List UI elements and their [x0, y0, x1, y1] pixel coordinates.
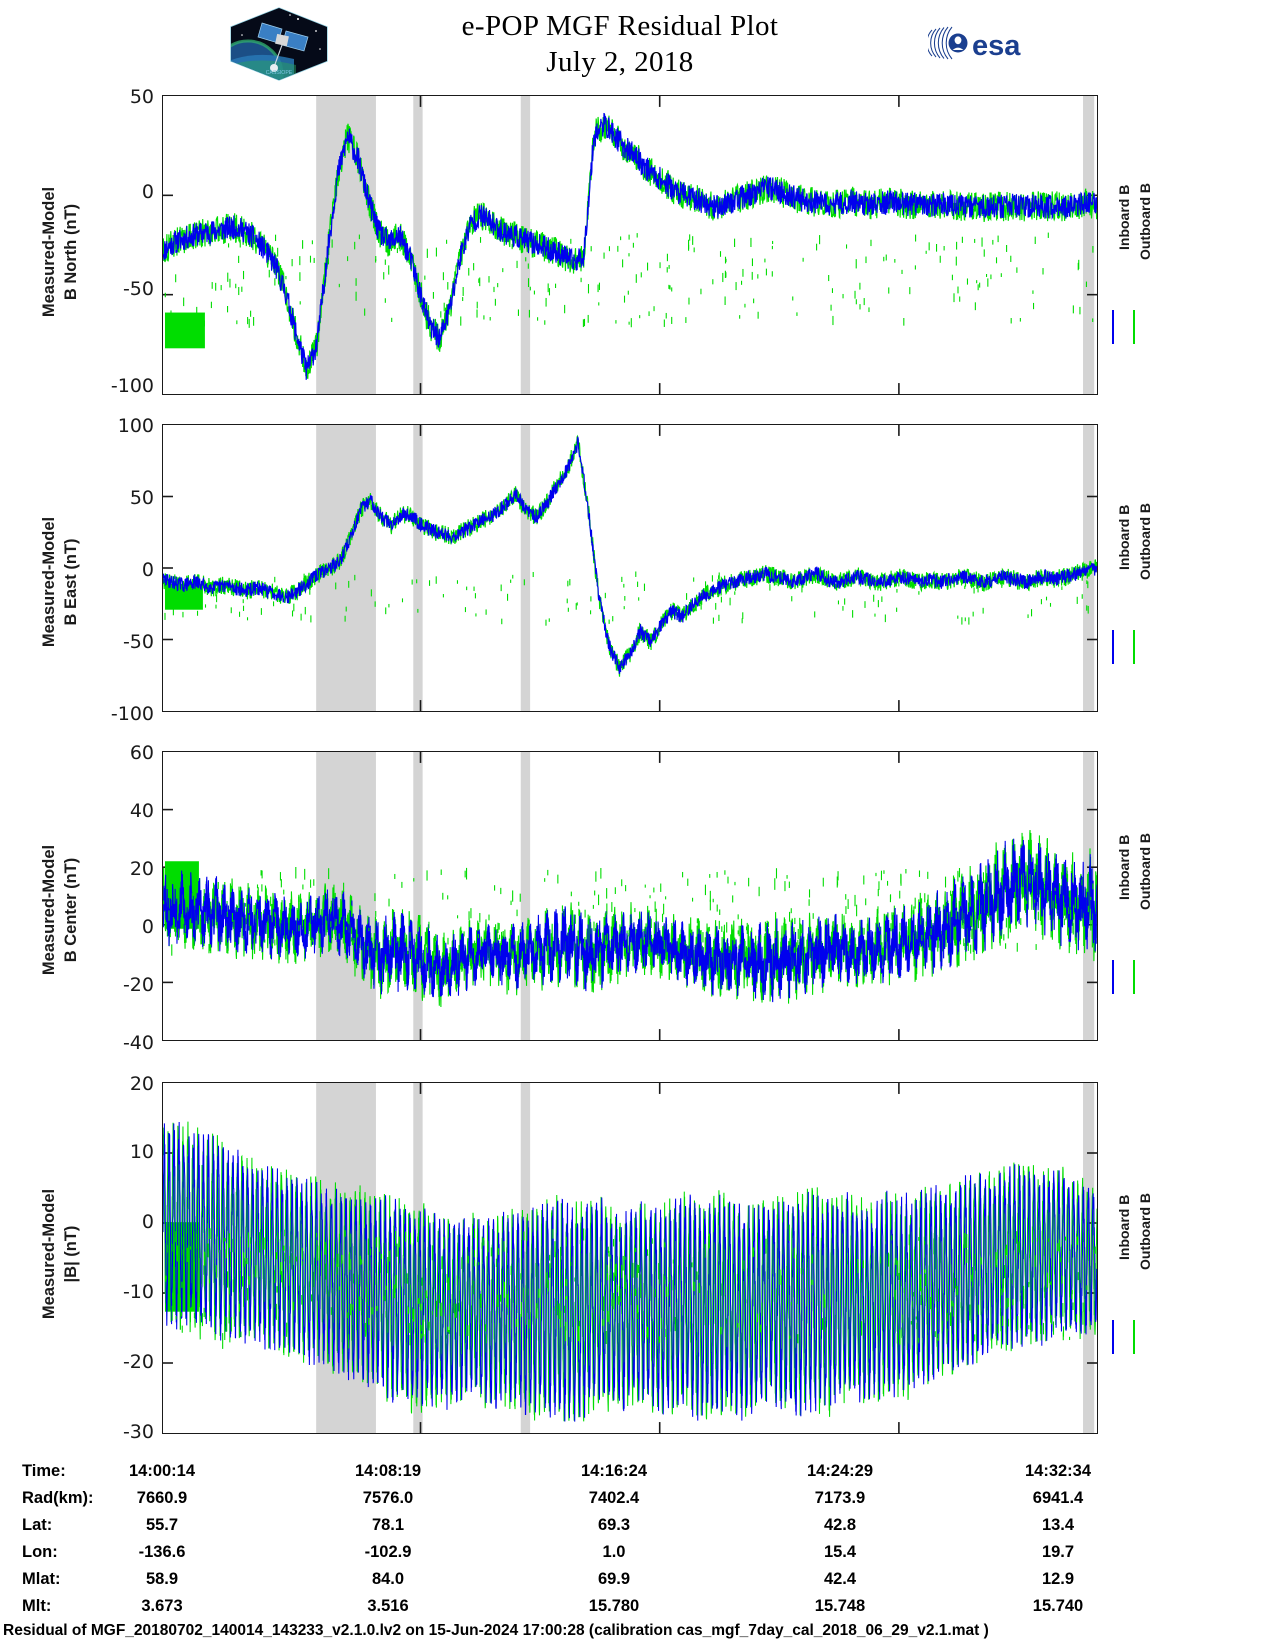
ephemeris-value: 15.780 [588, 1597, 640, 1615]
panel-1-ylabel: Measured-Model B East (nT) [40, 516, 80, 648]
ephemeris-row-label: Lat: [22, 1516, 53, 1534]
panel-3-legend: Inboard B Outboard B [1104, 1150, 1153, 1360]
plot-panel-b-east[interactable] [162, 424, 1098, 712]
ephemeris-value: 12.9 [1041, 1570, 1075, 1588]
legend-swatch-outboard [1133, 310, 1136, 344]
series-outboard-b [163, 434, 1097, 677]
legend-label-inboard: Inboard B [1116, 1194, 1132, 1260]
ephemeris-value: 69.3 [597, 1516, 631, 1534]
ephemeris-value: 14:08:19 [354, 1462, 422, 1480]
ephemeris-row: Mlat: 58.9 84.0 69.9 42.4 12.9 [0, 1570, 1275, 1597]
panel-3-ylabel: Measured-Model |B| (nT) [40, 1188, 80, 1320]
ephemeris-value: 3.673 [141, 1597, 183, 1615]
ephemeris-row-label: Mlt: [22, 1597, 52, 1615]
ephemeris-value: 7173.9 [814, 1489, 866, 1507]
ephemeris-row: Lat: 55.7 78.1 69.3 42.8 13.4 [0, 1516, 1275, 1543]
footer-provenance-text: Residual of MGF_20180702_140014_143233_v… [3, 1622, 989, 1639]
ephemeris-value: 7402.4 [588, 1489, 640, 1507]
ephemeris-value: 14:32:34 [1024, 1462, 1092, 1480]
legend-swatch-inboard [1112, 960, 1115, 994]
panel-0-ylabel: Measured-Model B North (nT) [40, 186, 80, 318]
shaded-band [520, 425, 531, 711]
ephemeris-value: 7660.9 [136, 1489, 188, 1507]
panel-2-legend: Inboard B Outboard B [1104, 790, 1153, 1000]
ephemeris-row: Mlt: 3.673 3.516 15.780 15.748 15.740 [0, 1597, 1275, 1624]
shaded-band [413, 96, 423, 394]
shaded-band [413, 425, 423, 711]
shaded-band [520, 752, 531, 1040]
outboard-divergence-marks [165, 1224, 1096, 1349]
ephemeris-value: 78.1 [371, 1516, 405, 1534]
ephemeris-value: 19.7 [1041, 1543, 1075, 1561]
series-inboard-b [163, 1121, 1097, 1422]
legend-swatch-inboard [1112, 630, 1115, 664]
title-line-1: e-POP MGF Residual Plot [461, 10, 779, 42]
ephemeris-value: 13.4 [1041, 1516, 1075, 1534]
page-title: e-POP MGF Residual Plot July 2, 2018 [340, 8, 900, 80]
ephemeris-value: 15.740 [1032, 1597, 1084, 1615]
legend-swatch-outboard [1133, 1320, 1136, 1354]
panel-2-ylabel: Measured-Model B Center (nT) [40, 844, 80, 976]
legend-label-outboard: Outboard B [1137, 1193, 1153, 1270]
ephemeris-row-label: Lon: [22, 1543, 58, 1561]
title-line-2: July 2, 2018 [546, 46, 694, 78]
legend-swatch-inboard [1112, 1320, 1115, 1354]
ephemeris-table: Time: 14:00:14 14:08:19 14:16:24 14:24:29 14:… [0, 1462, 1275, 1624]
esa-logo-text: esa [972, 30, 1021, 62]
legend-label-outboard: Outboard B [1137, 833, 1153, 910]
mission-logo-caption: CASSIOPE [266, 70, 293, 76]
ephemeris-row: Lon: -136.6 -102.9 1.0 15.4 19.7 [0, 1543, 1275, 1570]
panel-0-legend: Inboard B Outboard B [1104, 140, 1153, 350]
plot-panel-b-north[interactable] [162, 95, 1098, 395]
ephemeris-value: 14:16:24 [580, 1462, 648, 1480]
page-header: CASSIOPE e-POP MGF Residual Plot July 2,… [0, 0, 1275, 88]
outboard-divergence-marks [164, 571, 1089, 626]
plot-panel-b-magnitude[interactable] [162, 1082, 1098, 1434]
ephemeris-value: 14:00:14 [128, 1462, 196, 1480]
ephemeris-value: 42.8 [823, 1516, 857, 1534]
ephemeris-value: 1.0 [602, 1543, 626, 1561]
ephemeris-value: 42.4 [823, 1570, 857, 1588]
shaded-band [1083, 96, 1095, 394]
ephemeris-value: 58.9 [145, 1570, 179, 1588]
ephemeris-value: 3.516 [367, 1597, 409, 1615]
series-inboard-b [163, 436, 1097, 674]
ephemeris-value: 15.4 [823, 1543, 857, 1561]
series-inboard-b [163, 838, 1097, 1003]
ephemeris-value: 7576.0 [362, 1489, 414, 1507]
ephemeris-row-label: Time: [22, 1462, 66, 1480]
ephemeris-row-label: Mlat: [22, 1570, 61, 1588]
legend-label-inboard: Inboard B [1116, 184, 1132, 250]
ephemeris-row-label: Rad(km): [22, 1489, 94, 1507]
ephemeris-value: 6941.4 [1032, 1489, 1084, 1507]
legend-label-inboard: Inboard B [1116, 504, 1132, 570]
ephemeris-value: 14:24:29 [806, 1462, 874, 1480]
legend-label-outboard: Outboard B [1137, 503, 1153, 580]
plot-panel-b-center[interactable] [162, 751, 1098, 1041]
outboard-burst-region [164, 312, 205, 349]
shaded-band [413, 752, 423, 1040]
outboard-divergence-marks [163, 867, 1094, 956]
panel-1-legend: Inboard B Outboard B [1104, 460, 1153, 670]
ephemeris-row: Time: 14:00:14 14:08:19 14:16:24 14:24:29 14:… [0, 1462, 1275, 1489]
ephemeris-row: Rad(km): 7660.9 7576.0 7402.4 7173.9 6941.4 [0, 1489, 1275, 1516]
ephemeris-value: -102.9 [364, 1543, 412, 1561]
shaded-band [520, 1083, 531, 1433]
ephemeris-value: 55.7 [145, 1516, 179, 1534]
legend-swatch-inboard [1112, 310, 1115, 344]
ephemeris-value: 84.0 [371, 1570, 405, 1588]
legend-swatch-outboard [1133, 960, 1136, 994]
shaded-band [316, 96, 376, 394]
cassiope-mission-patch-icon: CASSIOPE [224, 5, 334, 83]
ephemeris-value: -136.6 [138, 1543, 186, 1561]
ephemeris-value: 69.9 [597, 1570, 631, 1588]
legend-label-inboard: Inboard B [1116, 834, 1132, 900]
esa-logo-icon: esa [926, 22, 1044, 64]
legend-swatch-outboard [1133, 630, 1136, 664]
series-outboard-b [163, 830, 1097, 1008]
ephemeris-value: 15.748 [814, 1597, 866, 1615]
outboard-divergence-marks [164, 232, 1094, 328]
legend-label-outboard: Outboard B [1137, 183, 1153, 260]
series-inboard-b [163, 112, 1097, 380]
